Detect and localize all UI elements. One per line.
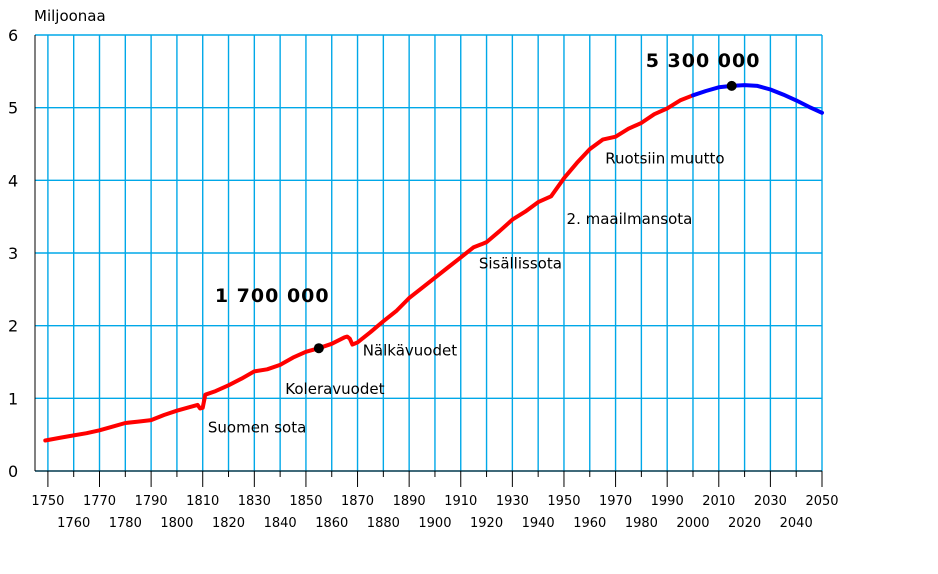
event-annotation: Sisällissota bbox=[479, 254, 562, 272]
y-tick-label: 1 bbox=[8, 389, 18, 408]
x-tick-label: 1780 bbox=[109, 516, 142, 531]
x-tick-label: 1860 bbox=[315, 516, 348, 531]
x-tick-label: 1940 bbox=[522, 516, 555, 531]
x-tick-label: 1830 bbox=[238, 494, 271, 509]
x-tick-label: 1800 bbox=[160, 516, 193, 531]
event-annotation: Koleravuodet bbox=[285, 380, 384, 398]
x-tick-label: 1920 bbox=[470, 516, 503, 531]
x-tick-label: 1820 bbox=[212, 516, 245, 531]
marker-value-label: 5 300 000 bbox=[646, 50, 761, 72]
data-point-marker bbox=[726, 80, 737, 91]
x-tick-label: 1790 bbox=[135, 494, 168, 509]
x-tick-label: 1850 bbox=[289, 494, 322, 509]
grid bbox=[35, 34, 823, 472]
x-tick-label: 2010 bbox=[702, 494, 735, 509]
y-axis-label: Miljoonaa bbox=[34, 7, 106, 25]
x-tick-label: 1880 bbox=[367, 516, 400, 531]
x-tick-label: 2030 bbox=[754, 494, 787, 509]
event-annotation: Ruotsiin muutto bbox=[605, 150, 724, 168]
x-tick-label: 1770 bbox=[83, 494, 116, 509]
axes: 0 1 2 3 4 5 6 1750 1770 1790 1810 1830 1850 1870 1890 1… bbox=[8, 26, 839, 531]
x-tick-label: 1810 bbox=[186, 494, 219, 509]
x-tick-label: 2000 bbox=[676, 516, 709, 531]
data-point-marker bbox=[313, 343, 324, 354]
y-tick-label: 5 bbox=[8, 99, 18, 118]
x-tick-label: 1980 bbox=[625, 516, 658, 531]
x-tick-label: 1890 bbox=[393, 494, 426, 509]
marker-value-label: 1 700 000 bbox=[215, 285, 330, 307]
x-tick-label: 1760 bbox=[57, 516, 90, 531]
x-tick-label: 1870 bbox=[341, 494, 374, 509]
x-tick-label: 1930 bbox=[496, 494, 529, 509]
y-tick-label: 2 bbox=[8, 317, 18, 336]
series-line-forecast bbox=[691, 83, 824, 115]
x-tick-label: 1960 bbox=[573, 516, 606, 531]
y-tick-label: 4 bbox=[8, 171, 18, 190]
x-tick-label: 2050 bbox=[805, 494, 838, 509]
x-tick-label: 2040 bbox=[780, 516, 813, 531]
x-tick-label: 1900 bbox=[418, 516, 451, 531]
event-annotation: Suomen sota bbox=[208, 418, 306, 436]
x-tick-label: 1750 bbox=[31, 494, 64, 509]
x-tick-label: 1990 bbox=[651, 494, 684, 509]
event-annotation: Nälkävuodet bbox=[363, 341, 458, 359]
x-tick-label: 1910 bbox=[444, 494, 477, 509]
x-tick-label: 1970 bbox=[599, 494, 632, 509]
x-tick-label: 2020 bbox=[728, 516, 761, 531]
annotations: Suomen sota Koleravuodet Nälkävuodet Sisäll… bbox=[208, 150, 725, 437]
y-tick-label: 6 bbox=[8, 26, 18, 45]
markers: 1 700 000 5 300 000 bbox=[215, 50, 761, 354]
event-annotation: 2. maailmansota bbox=[567, 210, 693, 228]
y-tick-label: 0 bbox=[8, 462, 18, 481]
series-line-history bbox=[43, 93, 695, 443]
series bbox=[43, 83, 824, 443]
y-tick-label: 3 bbox=[8, 244, 18, 263]
x-tick-label: 1950 bbox=[547, 494, 580, 509]
x-tick-label: 1840 bbox=[264, 516, 297, 531]
